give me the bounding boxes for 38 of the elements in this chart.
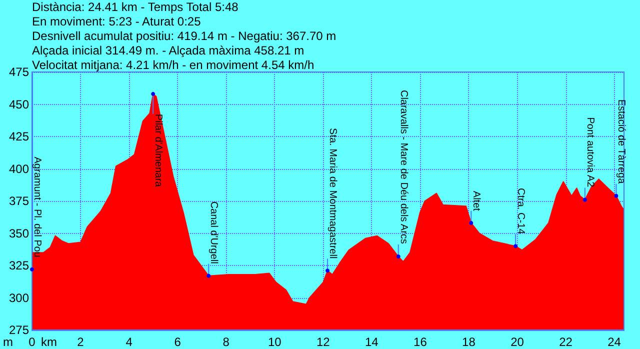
y-tick-label: 325 xyxy=(8,258,30,272)
annotation: Claravalls - Mare de Déu dels Arcs xyxy=(398,90,409,244)
x-tick-label: 6 xyxy=(174,335,182,349)
x-tick-label: 8 xyxy=(222,335,230,349)
text: Velocitat mitjana: 4.21 km/h - en moviment 4.54 km/h xyxy=(32,58,314,72)
chart-title: Distància: 24.41 km - Temps Total 5:48 xyxy=(32,0,239,14)
annotation: Agramunt - Pl. del Pou xyxy=(32,156,42,258)
annotation: Pont autovia A2 xyxy=(584,117,596,188)
y-tick-label: 425 xyxy=(8,130,30,144)
x-tick-label: 20 xyxy=(510,335,524,349)
text: Alçada inicial 314.49 m. - Alçada màxima 458.21 m xyxy=(32,44,304,58)
x-tick-label: 22 xyxy=(559,335,573,349)
x-tick-label: 4 xyxy=(126,335,133,349)
y-tick-label: 350 xyxy=(8,226,30,240)
annotation: Canal d'Urgell xyxy=(208,201,220,264)
y-axis-title: m xyxy=(3,335,13,349)
annotation: Pilar d'Almenara xyxy=(152,114,164,188)
x-tick-label: 10 xyxy=(268,335,282,349)
y-tick-label: 400 xyxy=(8,162,30,176)
y-tick-label: 275 xyxy=(8,323,30,337)
x-tick-label: 16 xyxy=(414,335,428,349)
annotation: Sta. Maria de Montmagastrell xyxy=(327,128,338,259)
x-tick-label: 2 xyxy=(77,335,84,349)
x-tick-label: 0 xyxy=(28,335,36,349)
x-tick-label: 24 xyxy=(608,335,622,349)
x-tick-label: 14 xyxy=(364,335,379,349)
annotation: Altet xyxy=(470,190,482,212)
annotation: Ctra. C-14 xyxy=(515,188,526,235)
text: Desnivell acumulat positiu: 419.14 m - Negatiu: 367.70 m xyxy=(32,29,336,43)
y-tick-label: 375 xyxy=(8,194,30,208)
text: En moviment: 5:23 - Aturat 0:25 xyxy=(32,14,202,28)
y-tick-label: 450 xyxy=(8,97,30,112)
annotation: Estació de Tàrrega xyxy=(616,99,627,184)
x-axis-title: km xyxy=(41,335,57,349)
x-tick-label: 18 xyxy=(462,335,476,349)
y-tick-label: 300 xyxy=(8,290,30,305)
y-tick-label: 475 xyxy=(8,65,30,79)
x-tick-label: 12 xyxy=(316,335,330,349)
